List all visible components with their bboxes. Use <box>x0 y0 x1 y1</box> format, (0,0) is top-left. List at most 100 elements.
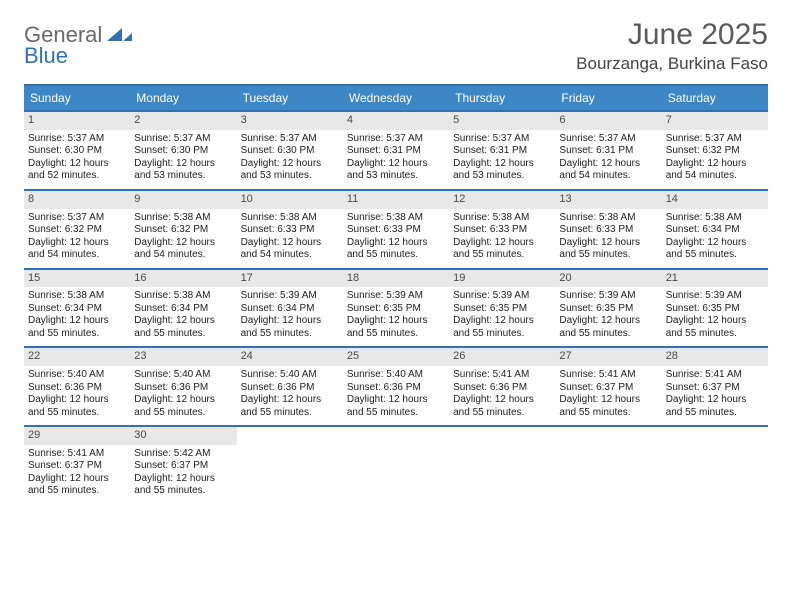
day-cell: 17Sunrise: 5:39 AMSunset: 6:34 PMDayligh… <box>237 270 343 347</box>
sunset-text: Sunset: 6:36 PM <box>347 382 445 395</box>
sunset-text: Sunset: 6:32 PM <box>28 224 126 237</box>
day-text: Daylight: 12 hours and 55 minutes. <box>241 394 339 419</box>
day-number-bar: 20 <box>555 270 661 288</box>
day-number-bar: 7 <box>662 112 768 130</box>
day-text: Daylight: 12 hours and 54 minutes. <box>666 158 764 183</box>
sunrise-text: Sunrise: 5:37 AM <box>28 133 126 146</box>
day-text: Daylight: 12 hours and 55 minutes. <box>453 237 551 262</box>
day-text: Daylight: 12 hours and 55 minutes. <box>559 315 657 340</box>
day-number: 15 <box>28 272 40 284</box>
day-number-bar: 16 <box>130 270 236 288</box>
day-text: Daylight: 12 hours and 55 minutes. <box>28 315 126 340</box>
day-number: 19 <box>453 272 465 284</box>
day-number: 14 <box>666 193 678 205</box>
day-cell: 18Sunrise: 5:39 AMSunset: 6:35 PMDayligh… <box>343 270 449 347</box>
day-cell: 2Sunrise: 5:37 AMSunset: 6:30 PMDaylight… <box>130 112 236 189</box>
day-number: 10 <box>241 193 253 205</box>
sunrise-text: Sunrise: 5:38 AM <box>347 212 445 225</box>
day-number: 25 <box>347 350 359 362</box>
dow-sunday: Sunday <box>24 86 130 110</box>
day-cell: 15Sunrise: 5:38 AMSunset: 6:34 PMDayligh… <box>24 270 130 347</box>
day-cell: 6Sunrise: 5:37 AMSunset: 6:31 PMDaylight… <box>555 112 661 189</box>
day-text: Daylight: 12 hours and 55 minutes. <box>453 394 551 419</box>
day-cell: 9Sunrise: 5:38 AMSunset: 6:32 PMDaylight… <box>130 191 236 268</box>
day-text: Daylight: 12 hours and 55 minutes. <box>28 473 126 498</box>
day-number-bar: 3 <box>237 112 343 130</box>
sunrise-text: Sunrise: 5:38 AM <box>134 290 232 303</box>
sunrise-text: Sunrise: 5:38 AM <box>453 212 551 225</box>
sunset-text: Sunset: 6:37 PM <box>28 460 126 473</box>
day-number-bar: 10 <box>237 191 343 209</box>
day-cell: 3Sunrise: 5:37 AMSunset: 6:30 PMDaylight… <box>237 112 343 189</box>
sunrise-text: Sunrise: 5:37 AM <box>134 133 232 146</box>
sunrise-text: Sunrise: 5:37 AM <box>453 133 551 146</box>
day-text: Daylight: 12 hours and 55 minutes. <box>347 315 445 340</box>
day-cell: 30Sunrise: 5:42 AMSunset: 6:37 PMDayligh… <box>130 427 236 504</box>
sunset-text: Sunset: 6:35 PM <box>347 303 445 316</box>
dow-friday: Friday <box>555 86 661 110</box>
day-number-bar: 26 <box>449 348 555 366</box>
week-row: 1Sunrise: 5:37 AMSunset: 6:30 PMDaylight… <box>24 110 768 189</box>
brand-logo: General Blue <box>24 24 133 67</box>
day-number: 4 <box>347 114 353 126</box>
day-number: 29 <box>28 429 40 441</box>
day-number: 3 <box>241 114 247 126</box>
day-number: 28 <box>666 350 678 362</box>
day-number-bar: 27 <box>555 348 661 366</box>
sunset-text: Sunset: 6:30 PM <box>28 145 126 158</box>
day-cell: 10Sunrise: 5:38 AMSunset: 6:33 PMDayligh… <box>237 191 343 268</box>
sunset-text: Sunset: 6:33 PM <box>347 224 445 237</box>
dow-monday: Monday <box>130 86 236 110</box>
day-number-bar: 1 <box>24 112 130 130</box>
day-number: 22 <box>28 350 40 362</box>
day-cell: 14Sunrise: 5:38 AMSunset: 6:34 PMDayligh… <box>662 191 768 268</box>
sunset-text: Sunset: 6:36 PM <box>453 382 551 395</box>
day-cell: 16 Sunrise: 5:38 AMSunset: 6:34 PMDayligh… <box>130 270 236 347</box>
sunrise-text: Sunrise: 5:40 AM <box>134 369 232 382</box>
sunrise-text: Sunrise: 5:37 AM <box>28 212 126 225</box>
day-number: 5 <box>453 114 459 126</box>
sunrise-text: Sunrise: 5:37 AM <box>666 133 764 146</box>
day-number: 2 <box>134 114 140 126</box>
dow-wednesday: Wednesday <box>343 86 449 110</box>
day-cell: 12 Sunrise: 5:38 AMSunset: 6:33 PMDayligh… <box>449 191 555 268</box>
sunset-text: Sunset: 6:32 PM <box>134 224 232 237</box>
day-cell: 13Sunrise: 5:38 AMSunset: 6:33 PMDayligh… <box>555 191 661 268</box>
day-number: 30 <box>134 429 146 441</box>
sunset-text: Sunset: 6:37 PM <box>134 460 232 473</box>
sunrise-text: Sunrise: 5:40 AM <box>28 369 126 382</box>
location-label: Bourzanga, Burkina Faso <box>576 54 768 74</box>
sunset-text: Sunset: 6:31 PM <box>559 145 657 158</box>
sunset-text: Sunset: 6:34 PM <box>666 224 764 237</box>
sunset-text: Sunset: 6:34 PM <box>241 303 339 316</box>
day-cell: 25Sunrise: 5:40 AMSunset: 6:36 PMDayligh… <box>343 348 449 425</box>
day-text: Daylight: 12 hours and 55 minutes. <box>134 315 232 340</box>
sunrise-text: Sunrise: 5:39 AM <box>241 290 339 303</box>
day-text: Daylight: 12 hours and 55 minutes. <box>666 237 764 262</box>
day-text: Daylight: 12 hours and 55 minutes. <box>453 315 551 340</box>
day-number-bar: 11 <box>343 191 449 209</box>
day-text: Daylight: 12 hours and 55 minutes. <box>28 394 126 419</box>
day-number: 23 <box>134 350 146 362</box>
sunrise-text: Sunrise: 5:38 AM <box>559 212 657 225</box>
day-cell <box>555 427 661 504</box>
dow-saturday: Saturday <box>662 86 768 110</box>
day-text: Daylight: 12 hours and 55 minutes. <box>559 394 657 419</box>
sunset-text: Sunset: 6:31 PM <box>453 145 551 158</box>
day-number: 24 <box>241 350 253 362</box>
day-text: Daylight: 12 hours and 54 minutes. <box>241 237 339 262</box>
sunset-text: Sunset: 6:33 PM <box>453 224 551 237</box>
day-text: Daylight: 12 hours and 54 minutes. <box>559 158 657 183</box>
day-number: 1 <box>28 114 34 126</box>
day-cell: 28Sunrise: 5:41 AMSunset: 6:37 PMDayligh… <box>662 348 768 425</box>
sunset-text: Sunset: 6:35 PM <box>559 303 657 316</box>
sunset-text: Sunset: 6:34 PM <box>134 303 232 316</box>
day-cell: 24Sunrise: 5:40 AMSunset: 6:36 PMDayligh… <box>237 348 343 425</box>
week-row: 22Sunrise: 5:40 AMSunset: 6:36 PMDayligh… <box>24 346 768 425</box>
day-number: 17 <box>241 272 253 284</box>
day-number-bar: 29 <box>24 427 130 445</box>
day-number-bar: 18 <box>343 270 449 288</box>
day-number: 12 <box>453 193 465 205</box>
day-number: 20 <box>559 272 571 284</box>
day-cell <box>343 427 449 504</box>
